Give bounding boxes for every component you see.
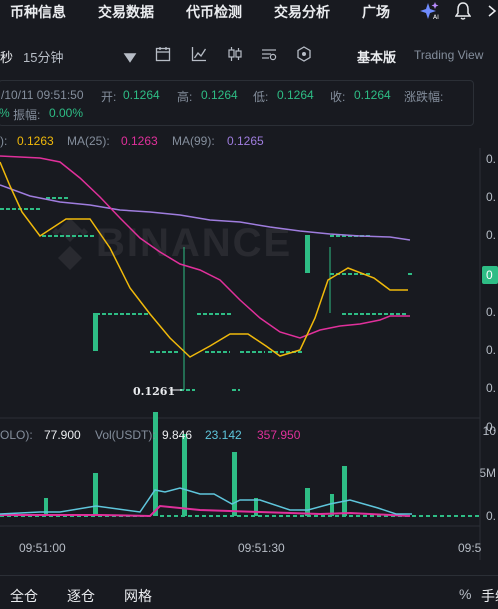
amplitude-label: 振幅: bbox=[13, 108, 41, 122]
change-value-partial: % bbox=[0, 106, 10, 120]
ma25-value: 0.1263 bbox=[121, 134, 158, 148]
volume-ma10-value: 357.950 bbox=[257, 428, 301, 442]
volume-bar bbox=[182, 434, 187, 516]
volume-bar bbox=[342, 466, 347, 516]
candlestick-icon[interactable] bbox=[227, 46, 243, 62]
open-label: 开: bbox=[101, 90, 117, 104]
volume-ma5-value: 23.142 bbox=[205, 428, 242, 442]
nav-tab-square[interactable]: 广场 bbox=[362, 4, 390, 20]
low-label: 低: bbox=[253, 90, 269, 104]
amplitude-value: 0.00% bbox=[49, 106, 84, 120]
min-price-marker: 0.1261 bbox=[133, 385, 175, 398]
ma7-label-partial: ): bbox=[0, 134, 8, 148]
settings-sliders-icon[interactable] bbox=[261, 46, 277, 62]
price-axis-tick: 0. bbox=[485, 190, 496, 204]
time-axis-label: 09:51:00 bbox=[19, 541, 66, 555]
volume-bar bbox=[232, 452, 237, 516]
high-label: 高: bbox=[177, 90, 193, 104]
time-axis-label: 09:5 bbox=[458, 541, 482, 555]
nav-tab-trading-data[interactable]: 交易数据 bbox=[98, 4, 154, 20]
candle-bar bbox=[93, 313, 98, 351]
candlestick-chart[interactable]: BINANCE 0.1261 bbox=[0, 148, 498, 560]
candles-group bbox=[0, 197, 414, 391]
close-label: 收: bbox=[330, 90, 346, 104]
percent-icon[interactable]: % bbox=[459, 586, 472, 602]
hexagon-icon[interactable] bbox=[296, 46, 312, 62]
volume-axis-tick: 0. bbox=[485, 509, 496, 523]
low-value: 0.1264 bbox=[277, 88, 314, 102]
price-axis-tick: 0. bbox=[485, 152, 496, 166]
volume-bar bbox=[330, 494, 334, 516]
volume-bars bbox=[44, 412, 347, 516]
volume-bar bbox=[305, 488, 310, 516]
svg-text:AI: AI bbox=[433, 14, 439, 20]
ohlc-datetime: /10/11 09:51:50 bbox=[1, 88, 84, 102]
nav-tab-coin-info[interactable]: 币种信息 bbox=[10, 4, 66, 20]
ohlc-info-box: /10/11 09:51:50 开: 0.1264 高: 0.1264 低: 0… bbox=[0, 80, 474, 126]
tradingview-toggle[interactable]: Trading View bbox=[414, 48, 484, 62]
watermark-text: BINANCE bbox=[96, 221, 292, 265]
ma99-value: 0.1265 bbox=[227, 134, 264, 148]
price-axis-tick: 0. bbox=[485, 381, 496, 395]
high-value: 0.1264 bbox=[201, 88, 238, 102]
ma25-line bbox=[0, 155, 410, 339]
tab-cross-margin[interactable]: 全仓 bbox=[10, 588, 38, 604]
change-label: 涨跌幅: bbox=[404, 90, 444, 104]
candle-bar bbox=[305, 235, 310, 273]
ma7-value: 0.1263 bbox=[17, 134, 54, 148]
volume-bar bbox=[44, 498, 48, 516]
volume-ma5-line bbox=[0, 487, 412, 515]
volume-ma10-line bbox=[0, 504, 411, 518]
volume-bar bbox=[153, 412, 158, 516]
time-axis-label: 09:51:30 bbox=[238, 541, 285, 555]
volume-axis-tick: 10 bbox=[482, 424, 496, 438]
volume-bar bbox=[254, 498, 258, 516]
nav-tab-token-check[interactable]: 代币检测 bbox=[186, 4, 242, 20]
tab-grid[interactable]: 网格 bbox=[124, 588, 152, 604]
volume-label-partial: OLO): bbox=[0, 428, 33, 442]
basic-version-toggle[interactable]: 基本版 bbox=[357, 50, 397, 65]
volume-usdt-value: 9.846 bbox=[162, 428, 193, 442]
volume-value: 77.900 bbox=[44, 428, 81, 442]
bell-icon[interactable] bbox=[455, 2, 471, 20]
ma99-line bbox=[0, 184, 411, 241]
price-axis-tick: 0. bbox=[485, 420, 496, 434]
chevron-right-icon[interactable] bbox=[486, 4, 498, 18]
indicator-line-icon[interactable] bbox=[191, 46, 207, 62]
top-nav: 币种信息 交易数据 代币检测 交易分析 广场 AI bbox=[0, 0, 498, 24]
binance-watermark: BINANCE bbox=[52, 218, 292, 270]
price-axis-tick: 0. bbox=[485, 305, 496, 319]
interval-partial[interactable]: 秒 bbox=[0, 50, 14, 65]
chart-toolbar: 秒 15分钟 基本版 Trading View bbox=[0, 38, 498, 72]
open-value: 0.1264 bbox=[123, 88, 160, 102]
current-price-badge: 0 bbox=[482, 266, 498, 284]
ai-sparkle-icon[interactable]: AI bbox=[420, 2, 440, 20]
volume-axis-tick: 5M bbox=[479, 466, 496, 480]
caret-down-icon[interactable] bbox=[122, 50, 138, 66]
fee-label-partial[interactable]: 手续 bbox=[481, 588, 498, 604]
close-value: 0.1264 bbox=[354, 88, 391, 102]
nav-tab-trade-analysis[interactable]: 交易分析 bbox=[274, 4, 330, 20]
calendar-icon[interactable] bbox=[155, 46, 171, 62]
margin-mode-bar: 全仓 逐仓 网格 % 手续 bbox=[0, 575, 498, 609]
volume-bar bbox=[93, 473, 98, 516]
price-axis-tick: 0. bbox=[485, 228, 496, 242]
price-axis-tick: 0. bbox=[485, 343, 496, 357]
interval-selected[interactable]: 15分钟 bbox=[23, 50, 64, 65]
tab-isolated-margin[interactable]: 逐仓 bbox=[67, 588, 95, 604]
ma99-label: MA(99): bbox=[172, 134, 215, 148]
volume-usdt-label: Vol(USDT): bbox=[95, 428, 156, 442]
ma25-label: MA(25): bbox=[67, 134, 110, 148]
ma7-line bbox=[0, 161, 408, 358]
